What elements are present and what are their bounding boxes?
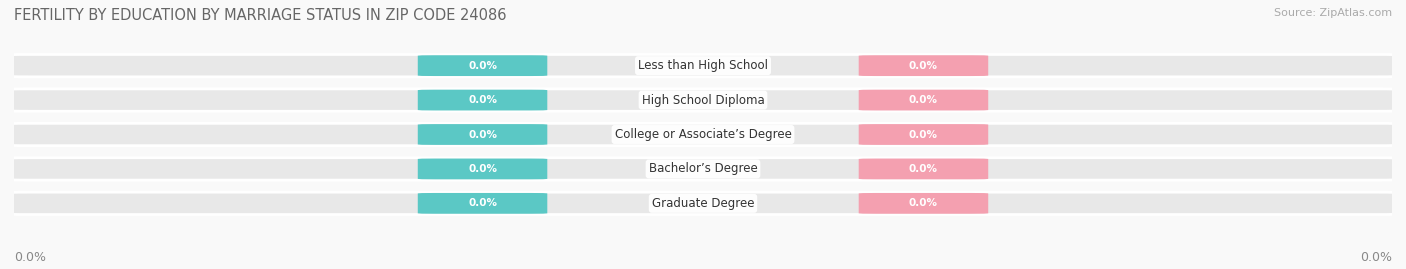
Text: High School Diploma: High School Diploma [641,94,765,107]
FancyBboxPatch shape [7,123,1399,146]
Text: 0.0%: 0.0% [908,95,938,105]
Legend: Married, Unmarried: Married, Unmarried [612,264,794,269]
FancyBboxPatch shape [859,193,988,214]
FancyBboxPatch shape [418,158,547,179]
Text: 0.0%: 0.0% [468,129,498,140]
Text: 0.0%: 0.0% [468,61,498,71]
FancyBboxPatch shape [418,193,547,214]
Text: Graduate Degree: Graduate Degree [652,197,754,210]
FancyBboxPatch shape [859,158,988,179]
Text: 0.0%: 0.0% [468,164,498,174]
Text: 0.0%: 0.0% [14,251,46,264]
FancyBboxPatch shape [859,55,988,76]
FancyBboxPatch shape [7,192,1399,215]
Text: Bachelor’s Degree: Bachelor’s Degree [648,162,758,175]
FancyBboxPatch shape [7,89,1399,111]
Text: 0.0%: 0.0% [908,198,938,208]
Text: 0.0%: 0.0% [468,95,498,105]
Text: 0.0%: 0.0% [1360,251,1392,264]
FancyBboxPatch shape [418,55,547,76]
Text: 0.0%: 0.0% [908,164,938,174]
FancyBboxPatch shape [859,90,988,111]
FancyBboxPatch shape [7,54,1399,77]
Text: Source: ZipAtlas.com: Source: ZipAtlas.com [1274,8,1392,18]
Text: Less than High School: Less than High School [638,59,768,72]
Text: FERTILITY BY EDUCATION BY MARRIAGE STATUS IN ZIP CODE 24086: FERTILITY BY EDUCATION BY MARRIAGE STATU… [14,8,506,23]
FancyBboxPatch shape [418,124,547,145]
FancyBboxPatch shape [7,158,1399,180]
Text: 0.0%: 0.0% [908,61,938,71]
FancyBboxPatch shape [859,124,988,145]
FancyBboxPatch shape [418,90,547,111]
Text: 0.0%: 0.0% [468,198,498,208]
Text: College or Associate’s Degree: College or Associate’s Degree [614,128,792,141]
Text: 0.0%: 0.0% [908,129,938,140]
